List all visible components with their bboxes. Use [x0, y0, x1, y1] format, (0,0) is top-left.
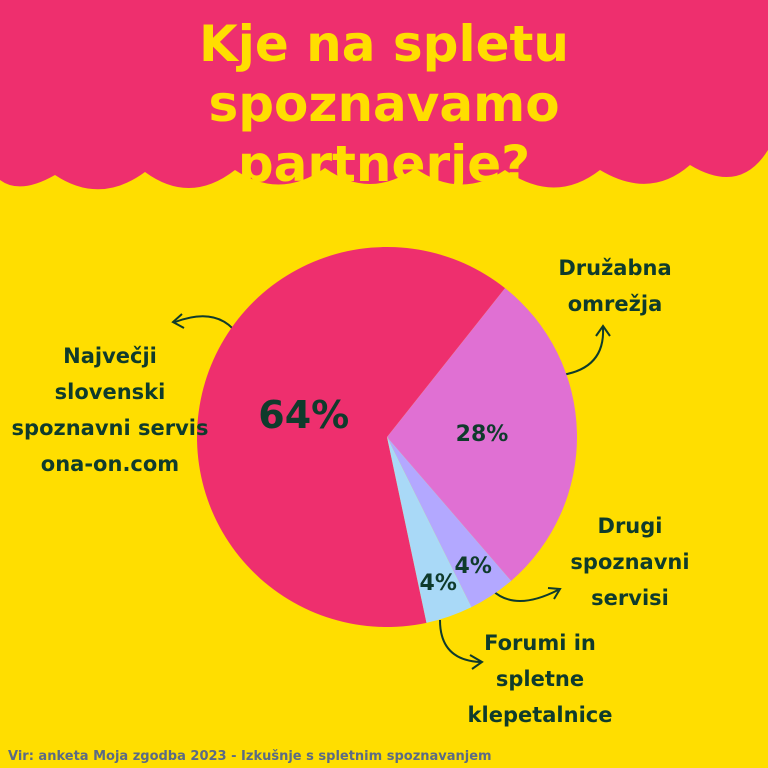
pie-slice: [197, 246, 506, 627]
pie-slice: [387, 437, 512, 608]
pie-slice: [387, 288, 577, 581]
value-label: 28%: [456, 422, 509, 447]
cloud-banner: [0, 0, 768, 190]
value-label: 4%: [455, 554, 492, 579]
source: Vir: anketa Moja zgodba 2023 - Izkušnje …: [8, 749, 492, 764]
category-label: Drugi spoznavni servisi: [570, 514, 690, 610]
category-label: Forumi in spletne klepetalnice: [467, 631, 613, 727]
value-label: 64%: [258, 393, 349, 437]
category-label: Družabna omrežja: [558, 256, 672, 316]
arrows: [171, 313, 611, 670]
pie-slice: [387, 437, 472, 623]
category-label: Največji slovenski spoznavni servis ona-…: [11, 344, 209, 476]
value-label: 4%: [420, 571, 457, 596]
title: Kje na spletu spoznavamo partnerje?: [198, 15, 570, 193]
